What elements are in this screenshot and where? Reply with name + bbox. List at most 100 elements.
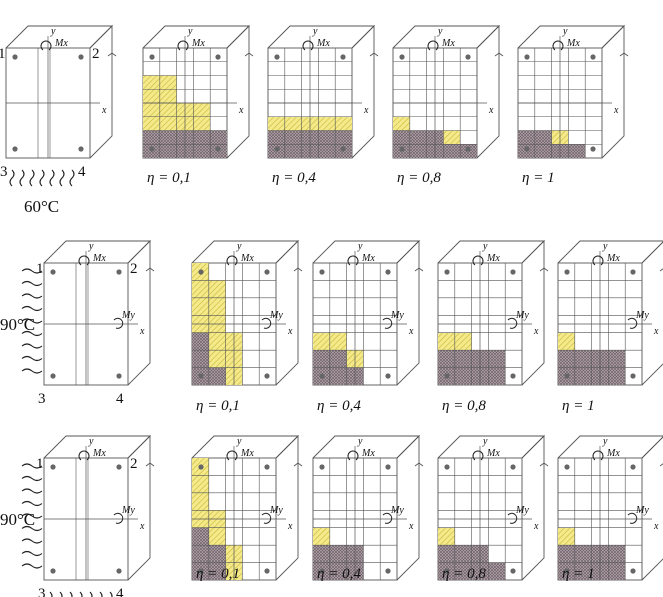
damaged-cell: [409, 130, 427, 145]
damaged-cell: [574, 350, 592, 368]
damaged-cell: [329, 562, 347, 580]
rebar-dot: [319, 568, 325, 574]
load-ratio-label: η = 0,8: [442, 566, 486, 582]
heated-cell: [318, 116, 336, 131]
rebar-dot: [564, 568, 570, 574]
fire-wave-icon: [59, 169, 65, 187]
break-mark: [293, 267, 303, 272]
moment-x-label: Mx: [606, 253, 620, 264]
heated-cell: [313, 527, 330, 546]
fire-wave-icon: [59, 591, 63, 597]
rebar-dot: [116, 568, 122, 574]
fire-wave-icon: [21, 318, 43, 324]
damaged-cell: [488, 367, 506, 385]
section-side-face: [396, 434, 420, 581]
section-side-face: [127, 434, 151, 581]
break-mark: [539, 267, 549, 272]
fire-wave-icon: [21, 475, 43, 482]
y-axis-label: y: [187, 26, 193, 37]
corner-label-4: 4: [116, 586, 124, 597]
heated-cell: [192, 492, 209, 511]
heated-cell: [159, 103, 177, 117]
break-mark: [244, 52, 254, 57]
heated-cell: [208, 332, 226, 351]
damaged-cell: [438, 545, 455, 563]
damaged-cell: [159, 130, 177, 145]
rebar-dot: [510, 464, 516, 470]
heated-cell: [208, 280, 226, 298]
rebar-dot: [50, 373, 56, 379]
damaged-cell: [568, 144, 586, 158]
corner-label-1: 1: [36, 456, 44, 472]
rebar-dot: [319, 373, 325, 379]
rebar-dot: [264, 568, 270, 574]
cross-section-panel: y x Mx My 1 2 3 4 90°C: [0, 434, 155, 597]
moment-y-label: My: [121, 310, 135, 321]
cross-section-panel: y x Mx My 1 2 3 4 90°C: [0, 239, 155, 407]
rebar-dot: [149, 54, 155, 60]
corner-label-4: 4: [78, 164, 86, 180]
moment-y-label: My: [635, 505, 649, 516]
load-ratio-label: η = 0,1: [196, 566, 240, 582]
x-axis-label: x: [287, 326, 293, 337]
load-ratio-label: η = 0,4: [317, 398, 361, 414]
moment-x-label: Mx: [316, 38, 330, 49]
moment-y-label: My: [269, 310, 283, 321]
moment-x-label: Mx: [54, 38, 68, 49]
rebar-dot: [590, 54, 596, 60]
fire-wave-icon: [39, 169, 45, 187]
moment-y-icon: [382, 512, 393, 524]
damaged-cell: [534, 130, 552, 145]
rebar-dot: [215, 54, 221, 60]
corner-label-3: 3: [0, 164, 8, 180]
rebar-dot: [50, 269, 56, 275]
damaged-cell: [192, 527, 209, 546]
damaged-cell: [488, 350, 506, 368]
rebar-dot: [630, 269, 636, 275]
break-mark: [107, 52, 117, 57]
moment-x-icon: [40, 40, 52, 51]
heated-cell: [335, 116, 352, 131]
fire-wave-icon: [21, 563, 43, 569]
moment-y-icon: [627, 317, 638, 329]
moment-x-label: Mx: [92, 448, 106, 459]
cross-section-panel: y x Mx My η = 0,1: [191, 434, 303, 582]
fire-wave-icon: [21, 268, 43, 274]
damaged-cell: [409, 144, 427, 158]
rebar-dot: [264, 269, 270, 275]
load-ratio-label: η = 1: [562, 566, 595, 582]
x-axis-label: x: [238, 105, 244, 116]
fire-wave-icon: [69, 591, 73, 597]
cross-section-panel: y x Mx My η = 0,8: [437, 239, 549, 414]
rebar-dot: [319, 464, 325, 470]
damaged-cell: [454, 545, 472, 563]
fire-wave-icon: [21, 368, 43, 374]
rebar-dot: [465, 146, 471, 152]
damaged-cell: [284, 130, 302, 145]
moment-x-icon: [592, 255, 604, 266]
rebar-dot: [12, 146, 18, 152]
x-axis-label: x: [613, 105, 619, 116]
rebar-dot: [465, 54, 471, 60]
cross-section-panel: y x Mx My η = 1: [557, 435, 663, 582]
moment-x-label: Mx: [486, 253, 500, 264]
rebar-dot: [399, 54, 405, 60]
break-mark: [659, 268, 663, 272]
damaged-cell: [143, 130, 160, 145]
heated-cell: [284, 116, 302, 131]
rebar-dot: [630, 568, 636, 574]
rebar-dot: [116, 373, 122, 379]
moment-y-icon: [113, 317, 124, 329]
moment-x-label: Mx: [566, 38, 580, 49]
heated-cell: [208, 350, 226, 368]
cross-section-panel: y x Mx η = 0,4: [267, 24, 379, 186]
y-axis-label: y: [236, 241, 242, 252]
moment-x-label: Mx: [191, 38, 205, 49]
y-axis-label: y: [482, 241, 488, 252]
rebar-dot: [149, 146, 155, 152]
cross-section-panel: y x Mx η = 0,1: [142, 24, 254, 186]
damaged-cell: [534, 144, 552, 158]
moment-x-label: Mx: [361, 253, 375, 264]
heated-cell: [193, 103, 211, 117]
fire-wave-icon: [21, 513, 43, 519]
